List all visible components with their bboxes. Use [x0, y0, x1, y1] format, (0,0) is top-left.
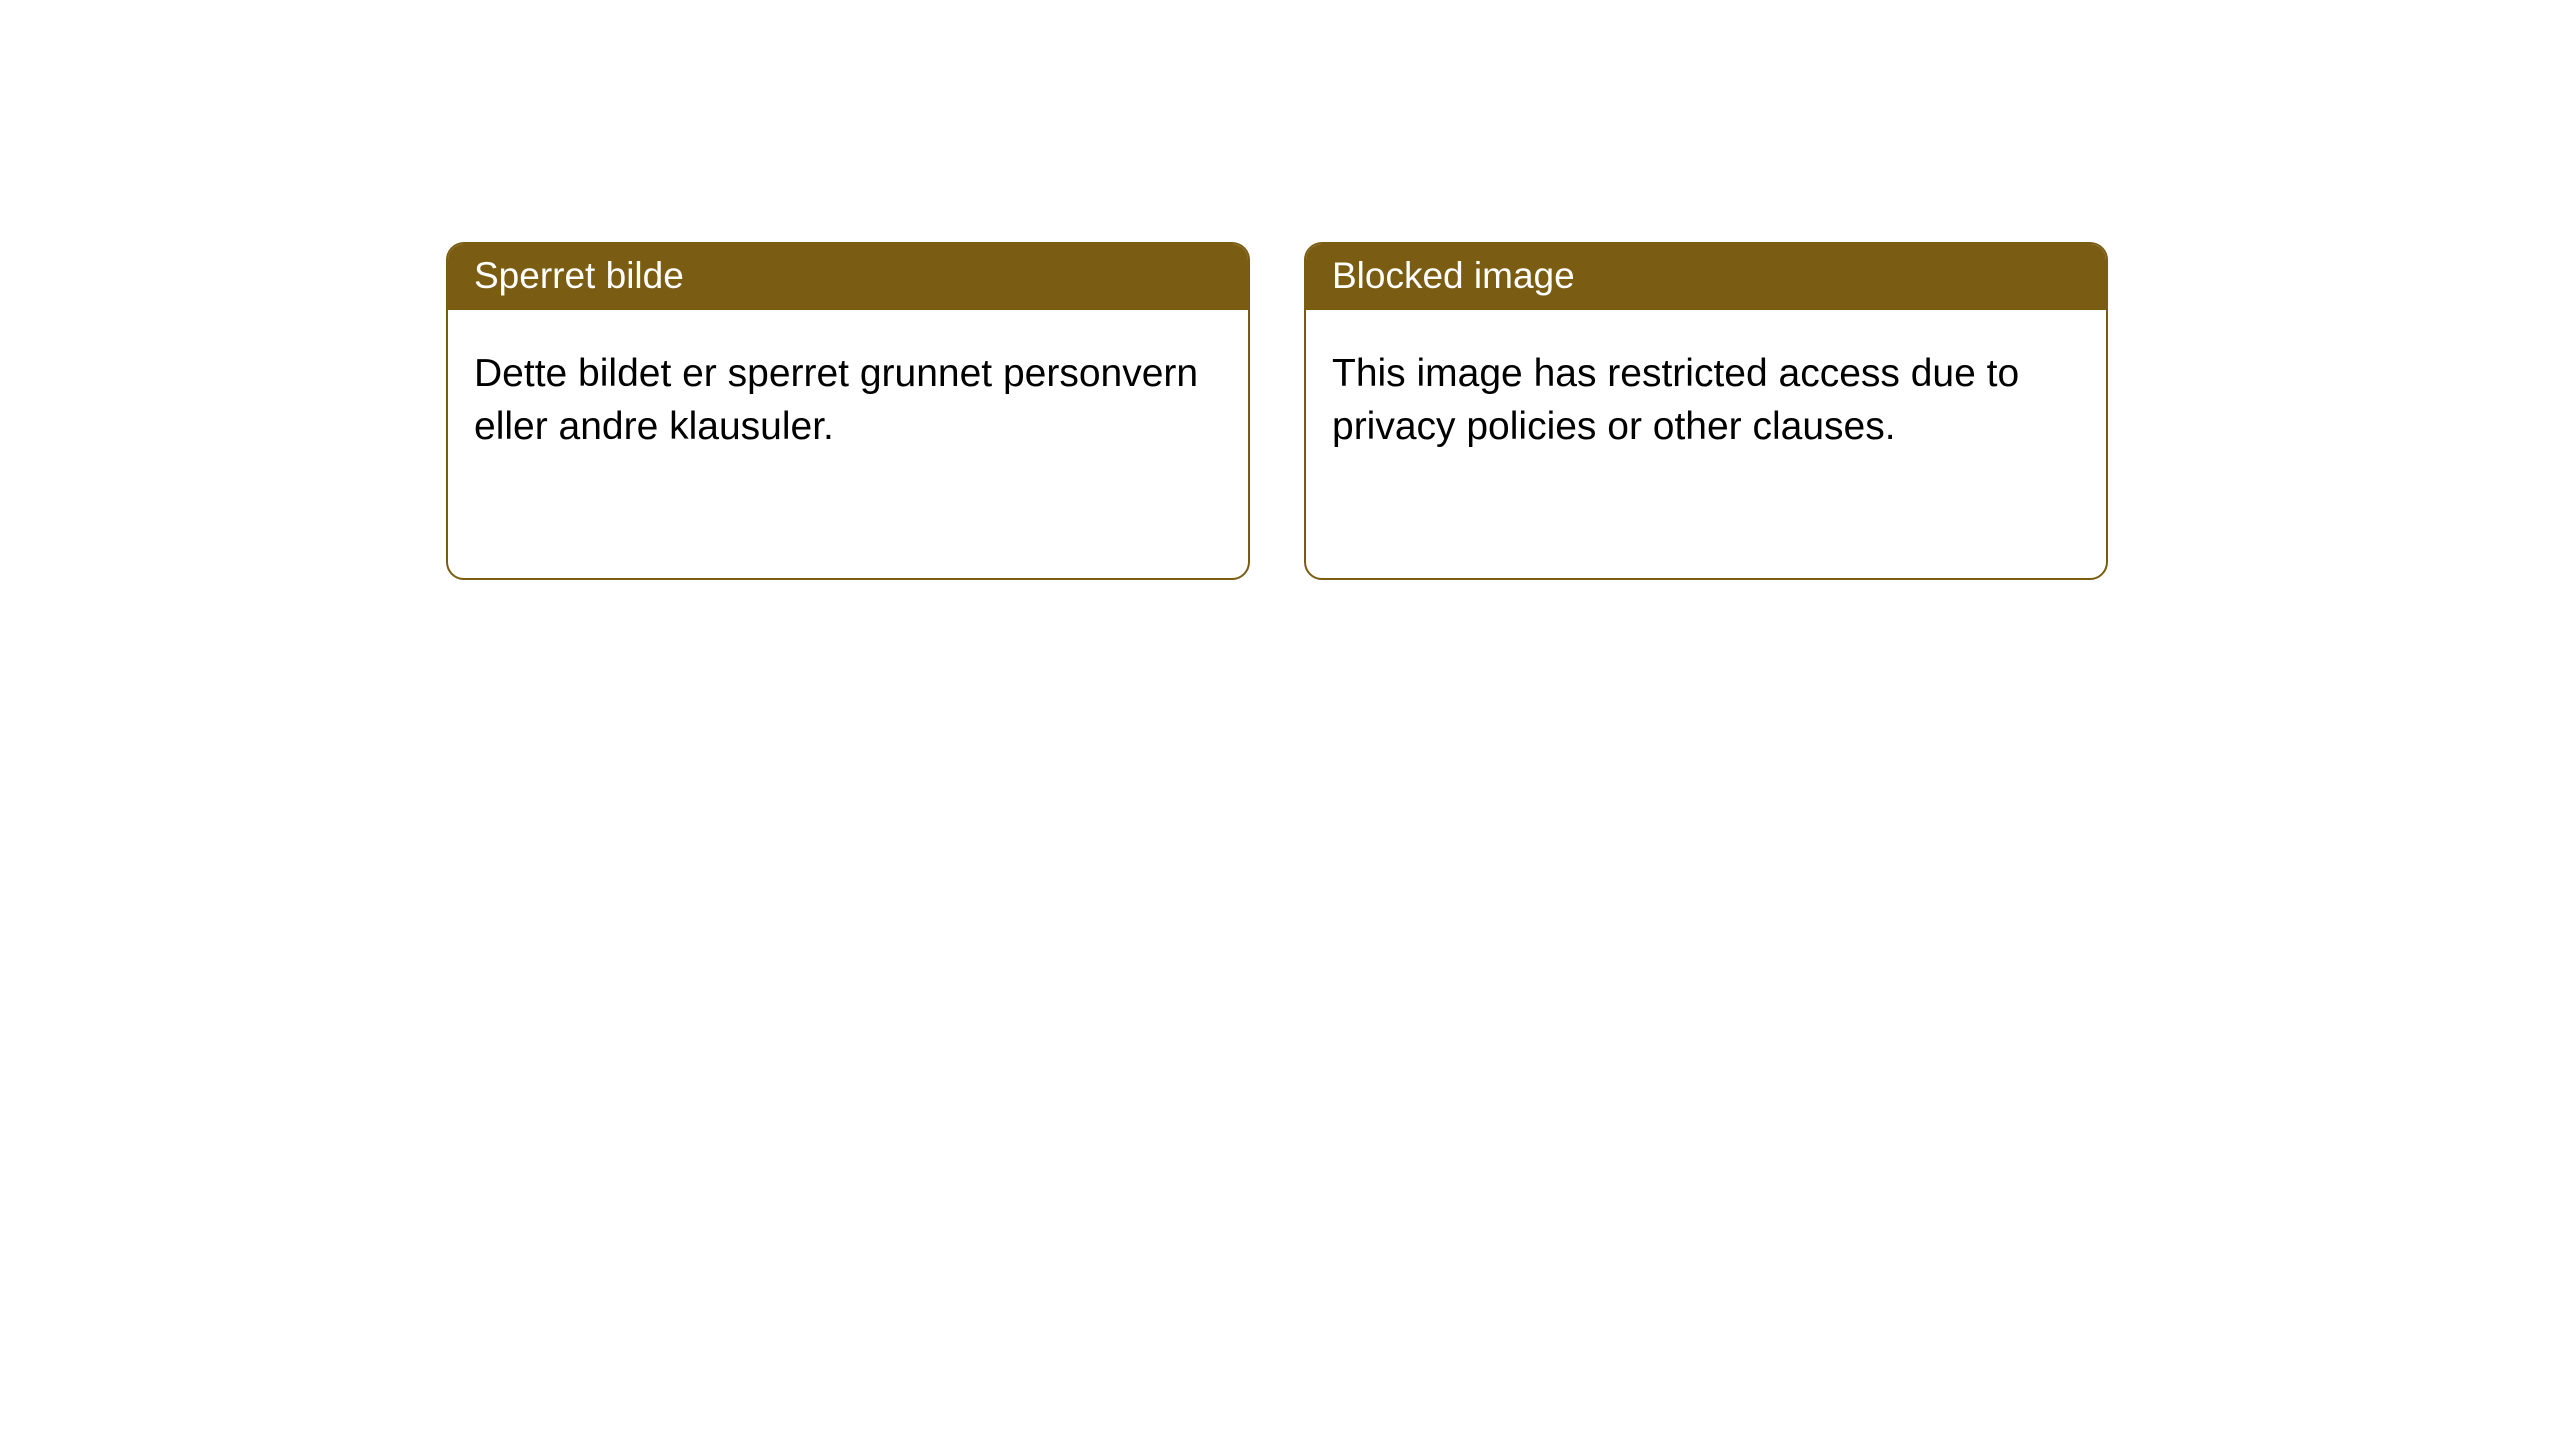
notice-header: Blocked image [1306, 244, 2106, 310]
notice-body: Dette bildet er sperret grunnet personve… [448, 310, 1248, 491]
notice-header: Sperret bilde [448, 244, 1248, 310]
notice-container: Sperret bilde Dette bildet er sperret gr… [446, 242, 2108, 580]
notice-card-english: Blocked image This image has restricted … [1304, 242, 2108, 580]
notice-card-norwegian: Sperret bilde Dette bildet er sperret gr… [446, 242, 1250, 580]
notice-body: This image has restricted access due to … [1306, 310, 2106, 491]
